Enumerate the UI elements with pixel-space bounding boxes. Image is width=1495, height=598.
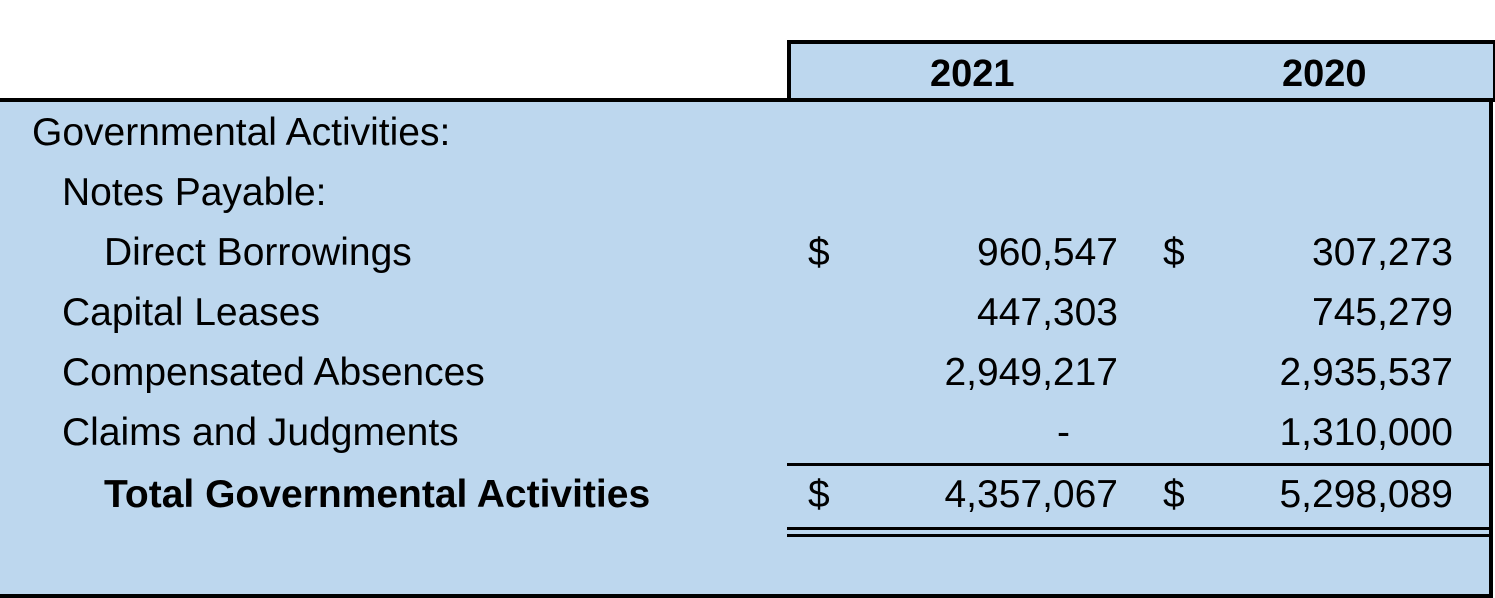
- amount-2021: 4,357,067: [944, 473, 1118, 516]
- amount-2020: 5,298,089: [1279, 473, 1453, 516]
- currency-symbol-2020: $: [1163, 231, 1185, 274]
- total-double-rule-bottom: [787, 534, 1489, 537]
- row-label: Capital Leases: [62, 291, 320, 334]
- amount-2021: -: [1057, 411, 1070, 454]
- row-label: Compensated Absences: [62, 351, 485, 394]
- table-body-panel: [0, 98, 1493, 598]
- column-header-2021: 2021: [930, 53, 1015, 95]
- table-row-claims-and-judgments: Claims and Judgments - 1,310,000: [0, 403, 1489, 463]
- table-row-total-governmental-activities: Total Governmental Activities $ 4,357,06…: [0, 465, 1489, 525]
- amount-2020: 2,935,537: [1279, 351, 1453, 394]
- table-row-direct-borrowings: Direct Borrowings $ 960,547 $ 307,273: [0, 223, 1489, 283]
- column-header-bar: [787, 40, 1495, 102]
- row-label: Total Governmental Activities: [104, 473, 651, 516]
- column-header-2020: 2020: [1282, 53, 1367, 95]
- currency-symbol-2021: $: [808, 473, 830, 516]
- amount-2020: 745,279: [1312, 291, 1453, 334]
- amount-2021: 2,949,217: [944, 351, 1118, 394]
- row-label: Direct Borrowings: [104, 231, 412, 274]
- total-double-rule-top: [787, 527, 1489, 530]
- table-row-governmental-activities: Governmental Activities:: [0, 103, 1489, 163]
- currency-symbol-2020: $: [1163, 473, 1185, 516]
- amount-2020: 307,273: [1312, 231, 1453, 274]
- table-row-capital-leases: Capital Leases 447,303 745,279: [0, 283, 1489, 343]
- amount-2021: 960,547: [977, 231, 1118, 274]
- amount-2020: 1,310,000: [1279, 411, 1453, 454]
- table-row-compensated-absences: Compensated Absences 2,949,217 2,935,537: [0, 343, 1489, 403]
- amount-2021: 447,303: [977, 291, 1118, 334]
- row-label: Governmental Activities:: [32, 111, 451, 154]
- table-row-notes-payable: Notes Payable:: [0, 163, 1489, 223]
- row-label: Claims and Judgments: [62, 411, 459, 454]
- subtotal-rule: [787, 463, 1489, 466]
- currency-symbol-2021: $: [808, 231, 830, 274]
- row-label: Notes Payable:: [62, 171, 327, 214]
